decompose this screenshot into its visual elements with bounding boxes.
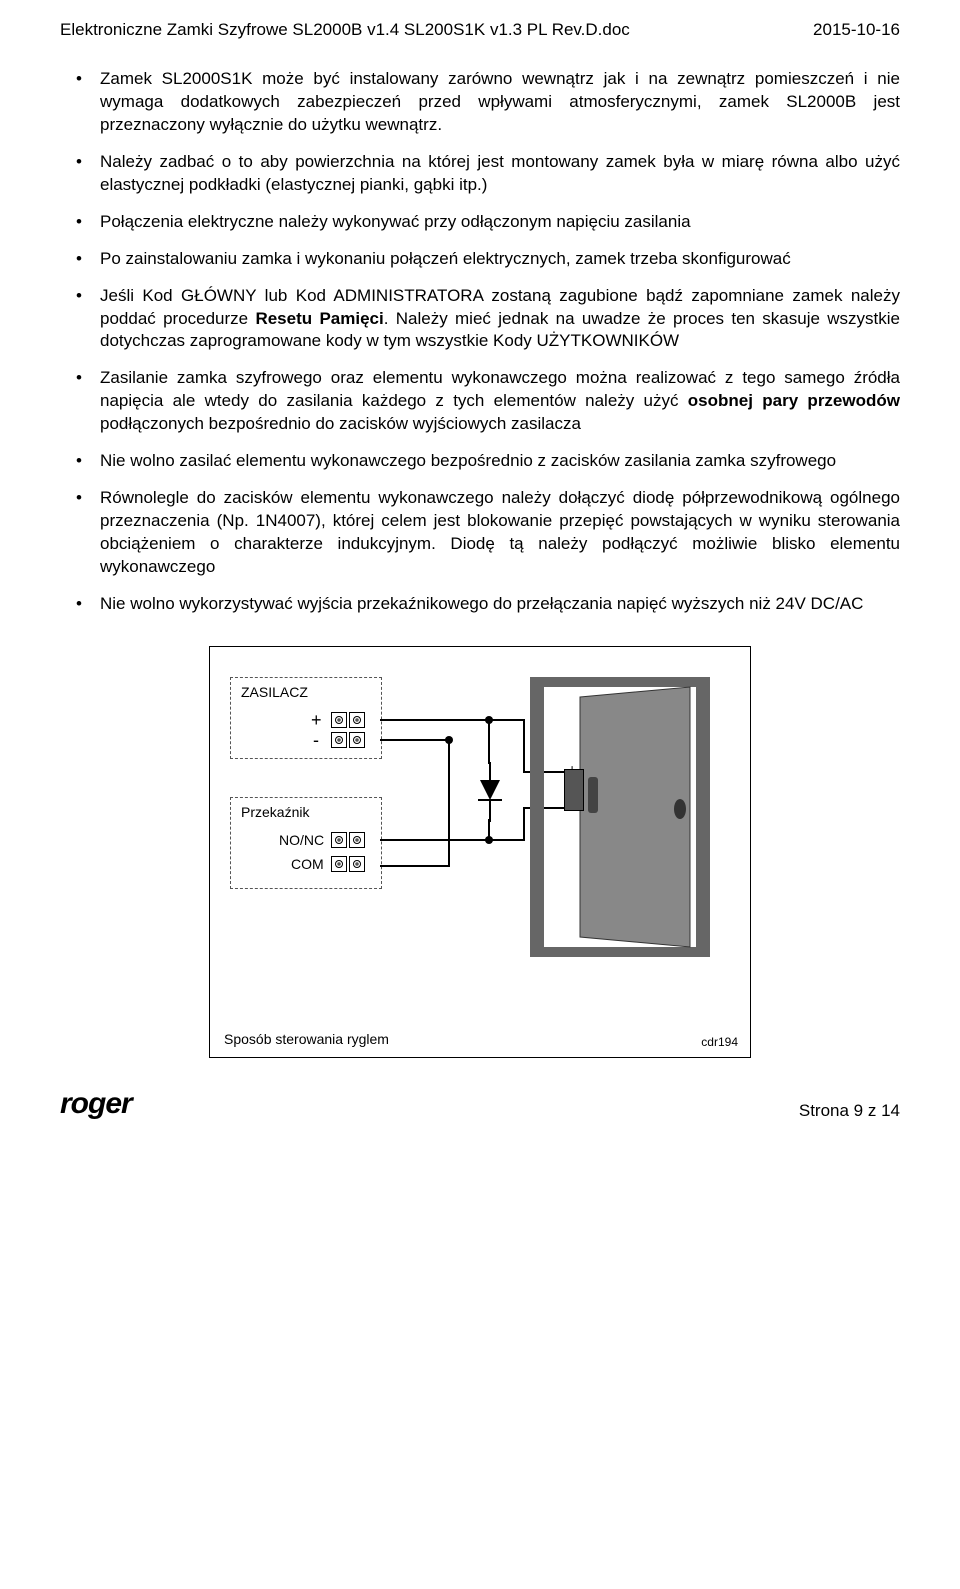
terminal-icon — [331, 832, 347, 848]
terminal-icon — [331, 856, 347, 872]
junction-dot — [445, 736, 453, 744]
header-date: 2015-10-16 — [813, 20, 900, 40]
list-item: Zamek SL2000S1K może być instalowany zar… — [100, 68, 900, 137]
lock-icon — [564, 769, 584, 811]
list-item: Należy zadbać o to aby powierzchnia na k… — [100, 151, 900, 197]
terminal-icon — [349, 832, 365, 848]
list-item: Nie wolno wykorzystywać wyjścia przekaźn… — [100, 593, 900, 616]
list-item: Zasilanie zamka szyfrowego oraz elementu… — [100, 367, 900, 436]
diagram-ref: cdr194 — [701, 1035, 738, 1049]
wire — [523, 807, 525, 841]
terminal-icon — [349, 712, 365, 728]
przekaznik-label: Przekaźnik — [241, 804, 309, 820]
list-item: Równolegle do zacisków elementu wykonawc… — [100, 487, 900, 579]
wire — [380, 865, 450, 867]
bullet-list: Zamek SL2000S1K może być instalowany zar… — [60, 68, 900, 616]
door-icon — [530, 677, 710, 957]
wire — [380, 839, 525, 841]
wiring-diagram: ZASILACZ + - Przekaźnik NO/NC COM — [209, 646, 751, 1058]
list-item: Połączenia elektryczne należy wykonywać … — [100, 211, 900, 234]
header-title: Elektroniczne Zamki Szyfrowe SL2000B v1.… — [60, 20, 630, 40]
przekaznik-box: Przekaźnik NO/NC COM — [230, 797, 382, 889]
page-number: Strona 9 z 14 — [799, 1101, 900, 1121]
wire — [488, 719, 490, 764]
list-item: Nie wolno zasilać elementu wykonawczego … — [100, 450, 900, 473]
junction-dot — [485, 716, 493, 724]
list-item: Jeśli Kod GŁÓWNY lub Kod ADMINISTRATORA … — [100, 285, 900, 354]
zasilacz-box: ZASILACZ + - — [230, 677, 382, 759]
terminal-icon — [331, 712, 347, 728]
nonc-label: NO/NC — [279, 832, 324, 848]
com-label: COM — [291, 856, 324, 872]
wire — [380, 719, 525, 721]
terminal-icon — [349, 732, 365, 748]
terminal-icon — [349, 856, 365, 872]
junction-dot — [485, 836, 493, 844]
list-item: Po zainstalowaniu zamka i wykonaniu połą… — [100, 248, 900, 271]
zasilacz-minus: - — [313, 730, 319, 751]
diagram-caption: Sposób sterowania ryglem — [224, 1031, 389, 1047]
diode-icon — [470, 762, 510, 822]
logo: roger — [60, 1087, 132, 1121]
wire — [380, 739, 450, 741]
terminal-icon — [331, 732, 347, 748]
zasilacz-label: ZASILACZ — [241, 684, 308, 700]
zasilacz-plus: + — [311, 710, 322, 731]
wire — [448, 739, 450, 867]
wire — [523, 719, 525, 773]
